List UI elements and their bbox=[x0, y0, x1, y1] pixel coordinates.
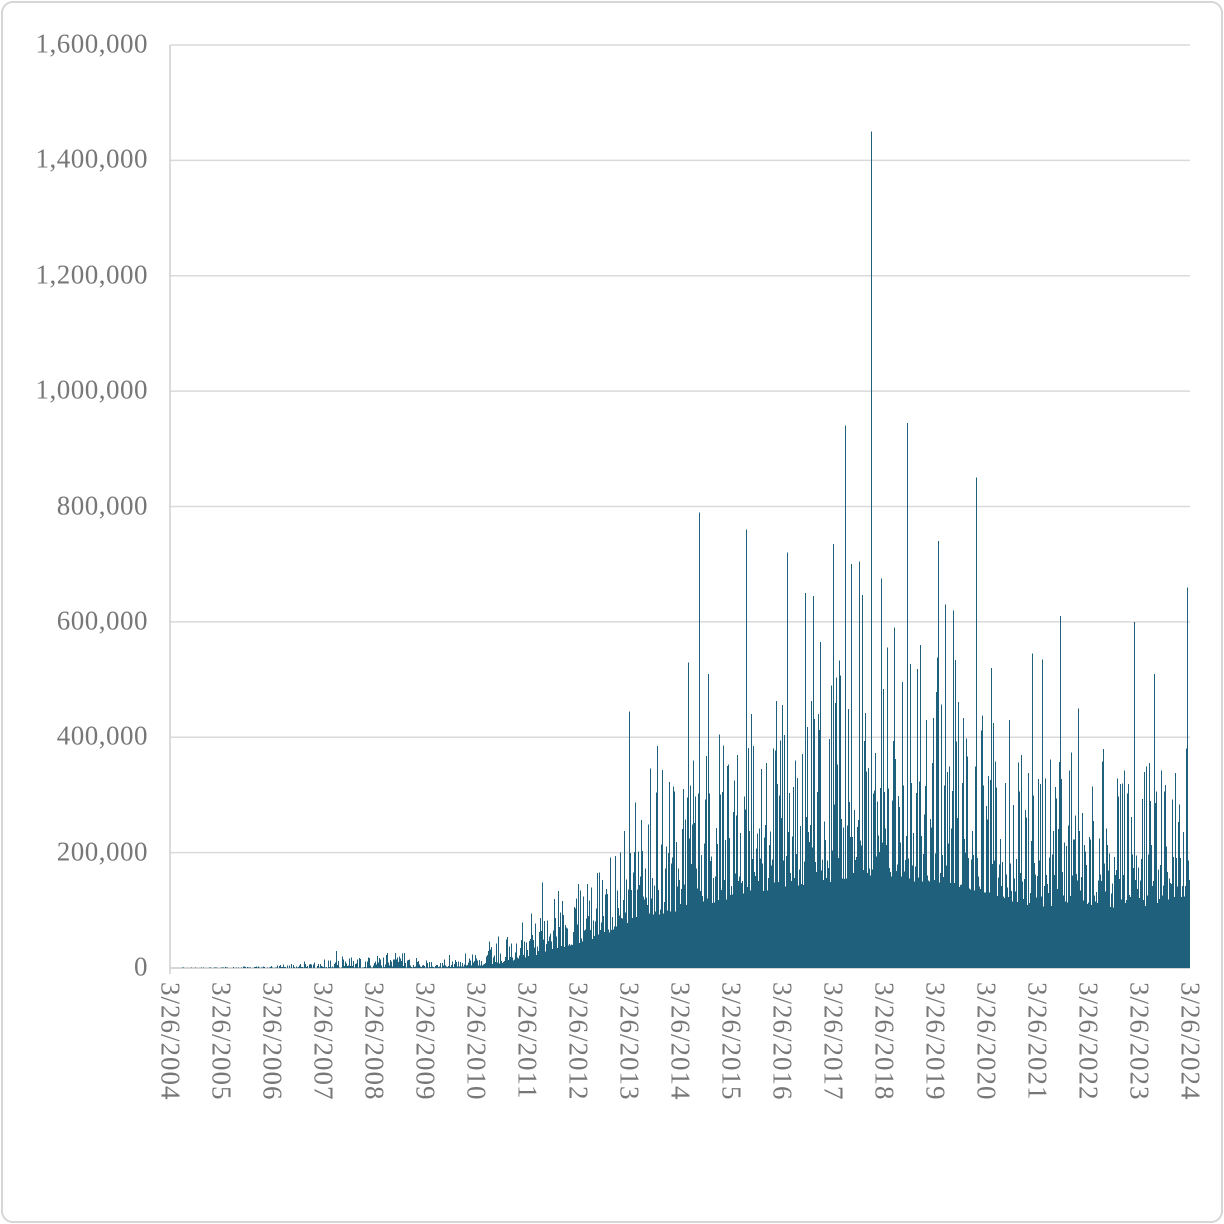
y-axis-tick-label: 1,600,000 bbox=[35, 28, 148, 59]
x-axis-tick-label: 3/26/2006 bbox=[257, 982, 288, 1101]
y-axis-tick-label: 1,200,000 bbox=[35, 259, 148, 290]
x-axis-tick-label: 3/26/2005 bbox=[206, 982, 237, 1101]
x-axis-tick-label: 3/26/2023 bbox=[1124, 982, 1155, 1101]
x-axis-tick-label: 3/26/2021 bbox=[1022, 982, 1053, 1101]
x-axis-tick-label: 3/26/2015 bbox=[716, 982, 747, 1101]
x-axis-tick-label: 3/26/2024 bbox=[1175, 982, 1206, 1101]
y-axis-tick-label: 400,000 bbox=[56, 720, 148, 751]
x-axis-tick-label: 3/26/2010 bbox=[461, 982, 492, 1101]
y-axis-tick-label: 1,000,000 bbox=[35, 374, 148, 405]
y-axis-tick-label: 800,000 bbox=[56, 489, 148, 520]
x-axis-tick-label: 3/26/2008 bbox=[359, 982, 390, 1101]
x-axis-tick-label: 3/26/2009 bbox=[410, 982, 441, 1101]
x-axis-tick-label: 3/26/2018 bbox=[869, 982, 900, 1101]
y-axis-tick-label: 1,400,000 bbox=[35, 143, 148, 174]
x-axis-tick-label: 3/26/2020 bbox=[971, 982, 1002, 1101]
bars-series bbox=[172, 131, 1190, 968]
y-axis-tick-label: 0 bbox=[134, 951, 148, 982]
x-axis-tick-label: 3/26/2014 bbox=[665, 982, 696, 1101]
x-axis-tick-label: 3/26/2011 bbox=[512, 982, 543, 1100]
x-axis-tick-label: 3/26/2007 bbox=[308, 982, 339, 1101]
x-axis-tick-label: 3/26/2019 bbox=[920, 982, 951, 1101]
x-axis-tick-label: 3/26/2016 bbox=[767, 982, 798, 1101]
x-axis-tick-label: 3/26/2013 bbox=[614, 982, 645, 1101]
x-axis-tick-label: 3/26/2022 bbox=[1073, 982, 1104, 1101]
x-axis-tick-label: 3/26/2012 bbox=[563, 982, 594, 1101]
y-axis-tick-label: 600,000 bbox=[56, 605, 148, 636]
x-axis-tick-label: 3/26/2004 bbox=[155, 982, 186, 1101]
y-axis-tick-label: 200,000 bbox=[56, 835, 148, 866]
x-axis-tick-label: 3/26/2017 bbox=[818, 982, 849, 1101]
